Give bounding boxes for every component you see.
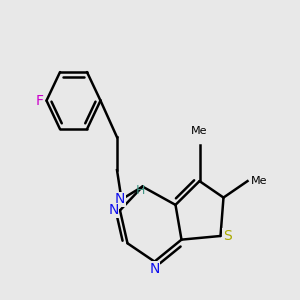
Text: Me: Me	[250, 176, 267, 186]
Text: N: N	[108, 203, 118, 218]
Text: Me: Me	[191, 127, 208, 136]
Text: H: H	[135, 184, 145, 197]
Text: N: N	[149, 262, 160, 276]
Text: S: S	[223, 229, 232, 243]
Text: F: F	[36, 94, 44, 108]
Text: N: N	[115, 192, 125, 206]
